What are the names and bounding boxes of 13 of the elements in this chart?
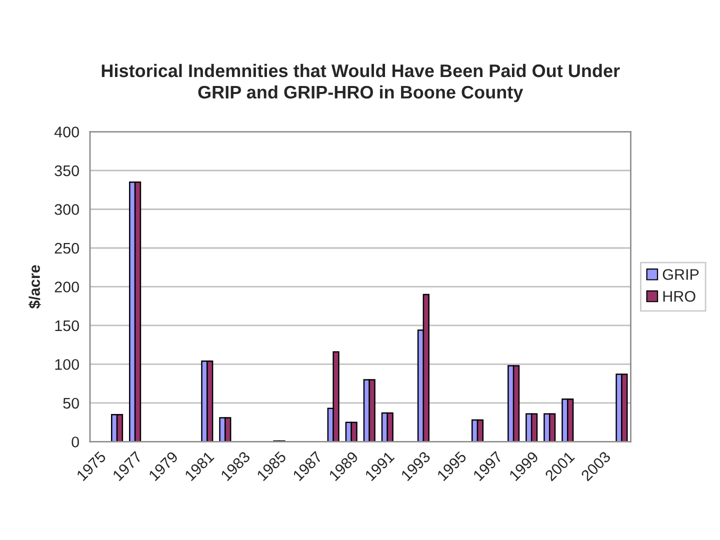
y-tick-label: 400	[54, 126, 79, 138]
chart-title: Historical Indemnities that Would Have Been Paid Out Under GRIP and GRIP-HRO in Boone County	[102, 64, 620, 102]
legend-label: GRIP	[662, 269, 699, 280]
y-axis-title: $/acre	[28, 265, 41, 309]
y-tick-label: 150	[55, 320, 79, 332]
y-tick-label: 100	[55, 359, 79, 370]
y-tick-label: 350	[54, 165, 79, 176]
legend-label: HRO	[663, 290, 696, 302]
y-tick-label: 0	[72, 436, 79, 448]
y-tick-label: 250	[54, 242, 79, 254]
y-tick-label: 200	[54, 282, 79, 292]
y-tick-label: 300	[54, 204, 79, 215]
y-tick-label: 50	[63, 398, 79, 409]
